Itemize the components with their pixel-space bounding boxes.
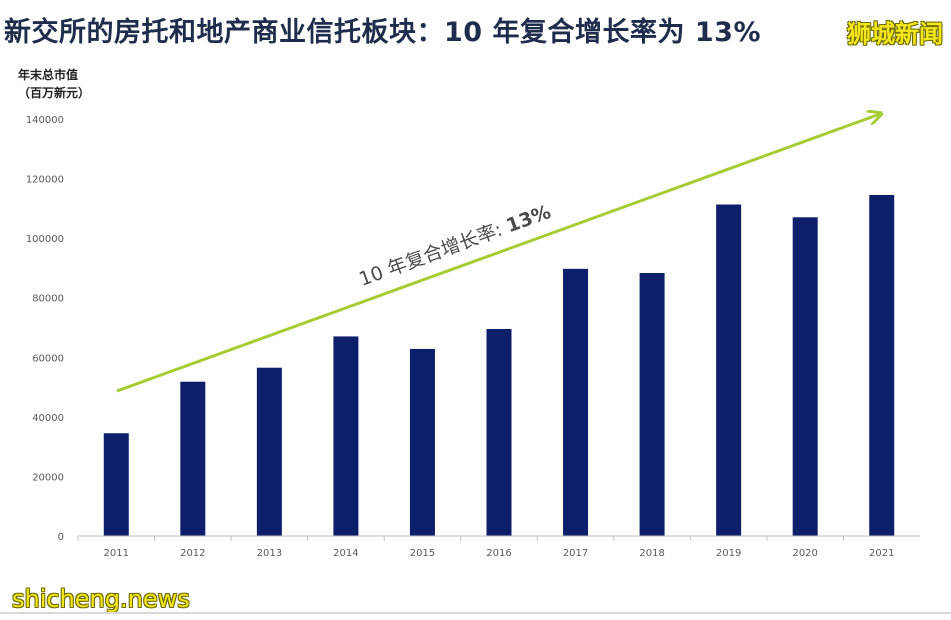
x-tick-label: 2020 <box>792 548 817 559</box>
x-tick-label: 2012 <box>180 548 205 559</box>
bar-2017 <box>563 268 589 536</box>
trend-annotation: 10 年复合增长率: 13% <box>356 201 554 291</box>
y-tick-label: 140000 <box>26 115 64 126</box>
bar-2018 <box>639 272 665 536</box>
y-tick-label: 100000 <box>26 234 64 245</box>
y-tick-label: 20000 <box>32 472 64 483</box>
y-tick-label: 40000 <box>32 413 64 424</box>
bar-2012 <box>180 381 206 536</box>
y-axis-label-line1: 年末总市值 <box>18 68 79 82</box>
bar-2015 <box>409 348 435 536</box>
bars-layer <box>103 194 895 537</box>
bar-2019 <box>716 204 742 537</box>
bar-2016 <box>486 328 512 536</box>
watermark-bottom: shicheng.news <box>12 585 190 613</box>
x-tick-label: 2021 <box>869 548 894 559</box>
x-tick-label: 2013 <box>257 548 282 559</box>
y-axis-label-line2: （百万新元） <box>18 86 91 100</box>
bottom-divider <box>0 612 951 614</box>
y-tick-label: 80000 <box>32 294 64 305</box>
x-tick-label: 2017 <box>563 548 588 559</box>
x-tick-label: 2016 <box>486 548 511 559</box>
x-tick-label: 2011 <box>104 548 129 559</box>
bar-2020 <box>792 217 818 537</box>
axis-layer: 0 20000 40000 60000 80000 100000 120000 140000 2… <box>26 115 920 559</box>
trend-arrow <box>116 114 880 393</box>
x-tick-label: 2019 <box>716 548 741 559</box>
bar-2011 <box>103 433 129 536</box>
bar-2021 <box>869 194 895 537</box>
x-tick-label: 2018 <box>639 548 664 559</box>
trend-annotation-text: 10 年复合增长率: <box>356 217 511 291</box>
y-tick-label: 120000 <box>26 175 64 186</box>
watermark-top: 狮城新闻 <box>847 20 943 48</box>
x-tick-label: 2014 <box>333 548 358 559</box>
bar-2014 <box>333 336 359 536</box>
page-title: 新交所的房托和地产商业信托板块：10 年复合增长率为 13% <box>4 17 761 48</box>
y-axis-label: 年末总市值 （百万新元） <box>18 66 90 102</box>
x-tick-label: 2015 <box>410 548 435 559</box>
y-tick-label: 0 <box>58 532 64 543</box>
y-tick-label: 60000 <box>32 353 64 364</box>
trend-annotation-value: 13% <box>503 201 553 237</box>
bar-2013 <box>256 367 282 536</box>
